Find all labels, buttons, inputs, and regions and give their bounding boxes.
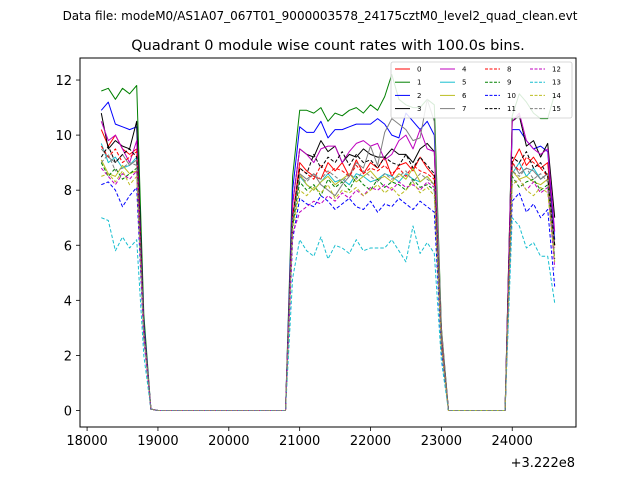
legend-label-14: 14: [552, 92, 561, 100]
y-tick-label: 0: [64, 404, 72, 419]
legend-label-6: 6: [462, 92, 467, 100]
y-tick-label: 8: [64, 184, 72, 199]
series-line-15: [100, 153, 556, 411]
legend-frame: [390, 61, 573, 119]
legend-label-15: 15: [552, 105, 561, 113]
x-tick-label: 24000: [492, 434, 533, 449]
legend-label-8: 8: [507, 66, 511, 74]
y-tick-label: 6: [64, 239, 72, 254]
legend-label-11: 11: [507, 105, 516, 113]
legend-label-9: 9: [507, 79, 511, 87]
series-line-12: [100, 167, 556, 411]
legend-label-5: 5: [462, 79, 466, 87]
x-tick-label: 19000: [137, 434, 178, 449]
x-tick-label: 18000: [66, 434, 107, 449]
y-tick-label: 4: [64, 294, 72, 309]
legend-label-10: 10: [507, 92, 516, 100]
y-tick-label: 12: [55, 74, 72, 89]
legend-label-0: 0: [417, 66, 421, 74]
plot-area: [79, 57, 577, 428]
y-axis: 0 2 4 6 8 10 12: [55, 74, 80, 419]
x-axis: 18000 19000 20000 21000 22000 23000 24000: [66, 427, 533, 449]
y-tick-label: 10: [55, 129, 72, 144]
x-axis-offset-label: +3.222e8: [511, 456, 575, 471]
x-tick-label: 23000: [421, 434, 462, 449]
legend-label-4: 4: [462, 66, 467, 74]
x-tick-label: 20000: [208, 434, 249, 449]
legend-label-13: 13: [552, 79, 561, 87]
legend-label-1: 1: [417, 79, 421, 87]
x-tick-label: 22000: [350, 434, 391, 449]
legend-label-3: 3: [417, 105, 421, 113]
y-tick-label: 2: [64, 349, 72, 364]
chart-title: Quadrant 0 module wise count rates with …: [131, 38, 525, 54]
legend-label-12: 12: [552, 66, 561, 74]
legend-label-7: 7: [462, 105, 466, 113]
chart-suptitle: Data file: modeM0/AS1A07_067T01_90000035…: [63, 9, 578, 23]
series-layer: [100, 74, 556, 411]
x-tick-label: 21000: [279, 434, 320, 449]
legend-label-2: 2: [417, 92, 421, 100]
